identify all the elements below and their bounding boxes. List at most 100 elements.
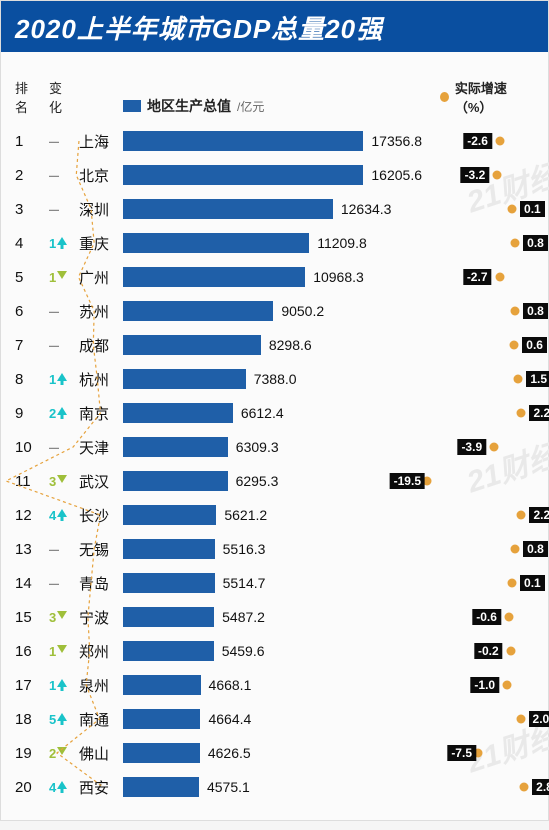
- change-cell: 4: [49, 508, 79, 523]
- change-cell: 3: [49, 610, 79, 625]
- growth-dot: [514, 375, 523, 384]
- rank-cell: 15: [15, 609, 49, 626]
- bar-cell: 8298.6: [123, 328, 422, 362]
- city-cell: 成都: [79, 335, 123, 356]
- legend-bar-swatch: [123, 100, 141, 112]
- change-cell: 1: [49, 236, 79, 251]
- change-cell: 1: [49, 678, 79, 693]
- city-cell: 西安: [79, 777, 123, 798]
- gdp-value: 9050.2: [281, 303, 324, 319]
- gdp-bar: [123, 777, 199, 797]
- growth-dot: [490, 443, 499, 452]
- gdp-bar: [123, 709, 200, 729]
- gdp-value: 6309.3: [236, 439, 279, 455]
- growth-cell: -2.7: [422, 260, 534, 294]
- gdp-bar: [123, 539, 215, 559]
- growth-dot: [511, 239, 520, 248]
- bar-cell: 9050.2: [123, 294, 422, 328]
- gdp-value: 4668.1: [209, 677, 252, 693]
- gdp-value: 6612.4: [241, 405, 284, 421]
- gdp-value: 4664.4: [208, 711, 251, 727]
- growth-dot: [511, 307, 520, 316]
- gdp-bar: [123, 437, 228, 457]
- growth-dot: [493, 171, 502, 180]
- gdp-value: 10968.3: [313, 269, 364, 285]
- chart-title: 2020上半年城市GDP总量20强: [1, 1, 548, 52]
- gdp-value: 5621.2: [224, 507, 267, 523]
- rank-cell: 6: [15, 303, 49, 320]
- bar-cell: 6295.3: [123, 464, 422, 498]
- city-cell: 南京: [79, 403, 123, 424]
- growth-badge: -0.6: [472, 609, 501, 625]
- table-row: 3–深圳12634.30.1: [15, 192, 534, 226]
- gdp-value: 5459.6: [222, 643, 265, 659]
- rank-cell: 12: [15, 507, 49, 524]
- bar-cell: 10968.3: [123, 260, 422, 294]
- city-cell: 无锡: [79, 539, 123, 560]
- bar-cell: 11209.8: [123, 226, 422, 260]
- gdp-value: 5487.2: [222, 609, 265, 625]
- table-row: 14–青岛5514.70.1: [15, 566, 534, 600]
- gdp-value: 5516.3: [223, 541, 266, 557]
- growth-cell: 0.8: [422, 532, 534, 566]
- city-cell: 泉州: [79, 675, 123, 696]
- city-cell: 天津: [79, 437, 123, 458]
- growth-badge: 2.2: [529, 405, 549, 421]
- bar-cell: 12634.3: [123, 192, 422, 226]
- table-row: 124长沙5621.22.2: [15, 498, 534, 532]
- growth-dot: [510, 341, 519, 350]
- gdp-bar: [123, 199, 333, 219]
- change-cell: 3: [49, 474, 79, 489]
- gdp-value: 8298.6: [269, 337, 312, 353]
- gdp-value: 6295.3: [236, 473, 279, 489]
- legend-gdp-unit: /亿元: [237, 98, 264, 115]
- city-cell: 武汉: [79, 471, 123, 492]
- table-row: 192佛山4626.5-7.5: [15, 736, 534, 770]
- header-row: 排名 变化 地区生产总值 /亿元 实际增速（%）: [1, 52, 548, 124]
- growth-dot: [508, 205, 517, 214]
- rank-cell: 9: [15, 405, 49, 422]
- growth-dot: [495, 273, 504, 282]
- rank-cell: 5: [15, 269, 49, 286]
- table-row: 13–无锡5516.30.8: [15, 532, 534, 566]
- growth-badge: -19.5: [390, 473, 425, 489]
- rank-cell: 14: [15, 575, 49, 592]
- growth-badge: -3.9: [457, 439, 486, 455]
- col-header-rank: 排名: [15, 78, 49, 116]
- table-row: 41重庆11209.80.8: [15, 226, 534, 260]
- gdp-bar: [123, 301, 273, 321]
- city-cell: 南通: [79, 709, 123, 730]
- gdp-bar: [123, 131, 363, 151]
- table-row: 2–北京16205.6-3.2: [15, 158, 534, 192]
- growth-cell: 2.2: [422, 498, 534, 532]
- city-cell: 深圳: [79, 199, 123, 220]
- bar-cell: 4575.1: [123, 770, 422, 804]
- growth-dot: [508, 579, 517, 588]
- bar-cell: 5514.7: [123, 566, 422, 600]
- city-cell: 北京: [79, 165, 123, 186]
- legend: 地区生产总值 /亿元: [123, 96, 422, 116]
- table-row: 6–苏州9050.20.8: [15, 294, 534, 328]
- table-row: 51广州10968.3-2.7: [15, 260, 534, 294]
- growth-cell: -0.2: [422, 634, 534, 668]
- change-cell: 2: [49, 746, 79, 761]
- bar-cell: 17356.8: [123, 124, 422, 158]
- gdp-bar: [123, 165, 363, 185]
- gdp-bar: [123, 573, 215, 593]
- gdp-value: 5514.7: [223, 575, 266, 591]
- bar-cell: 5621.2: [123, 498, 422, 532]
- growth-cell: 1.5: [422, 362, 534, 396]
- growth-badge: -1.0: [470, 677, 499, 693]
- growth-badge: -2.6: [463, 133, 492, 149]
- growth-dot: [506, 647, 515, 656]
- rank-cell: 8: [15, 371, 49, 388]
- growth-cell: -0.6: [422, 600, 534, 634]
- growth-cell: 0.1: [422, 566, 534, 600]
- growth-cell: 0.8: [422, 226, 534, 260]
- rank-cell: 2: [15, 167, 49, 184]
- growth-badge: -3.2: [461, 167, 490, 183]
- table-row: 92南京6612.42.2: [15, 396, 534, 430]
- growth-dot: [517, 511, 526, 520]
- change-cell: 5: [49, 712, 79, 727]
- rank-cell: 10: [15, 439, 49, 456]
